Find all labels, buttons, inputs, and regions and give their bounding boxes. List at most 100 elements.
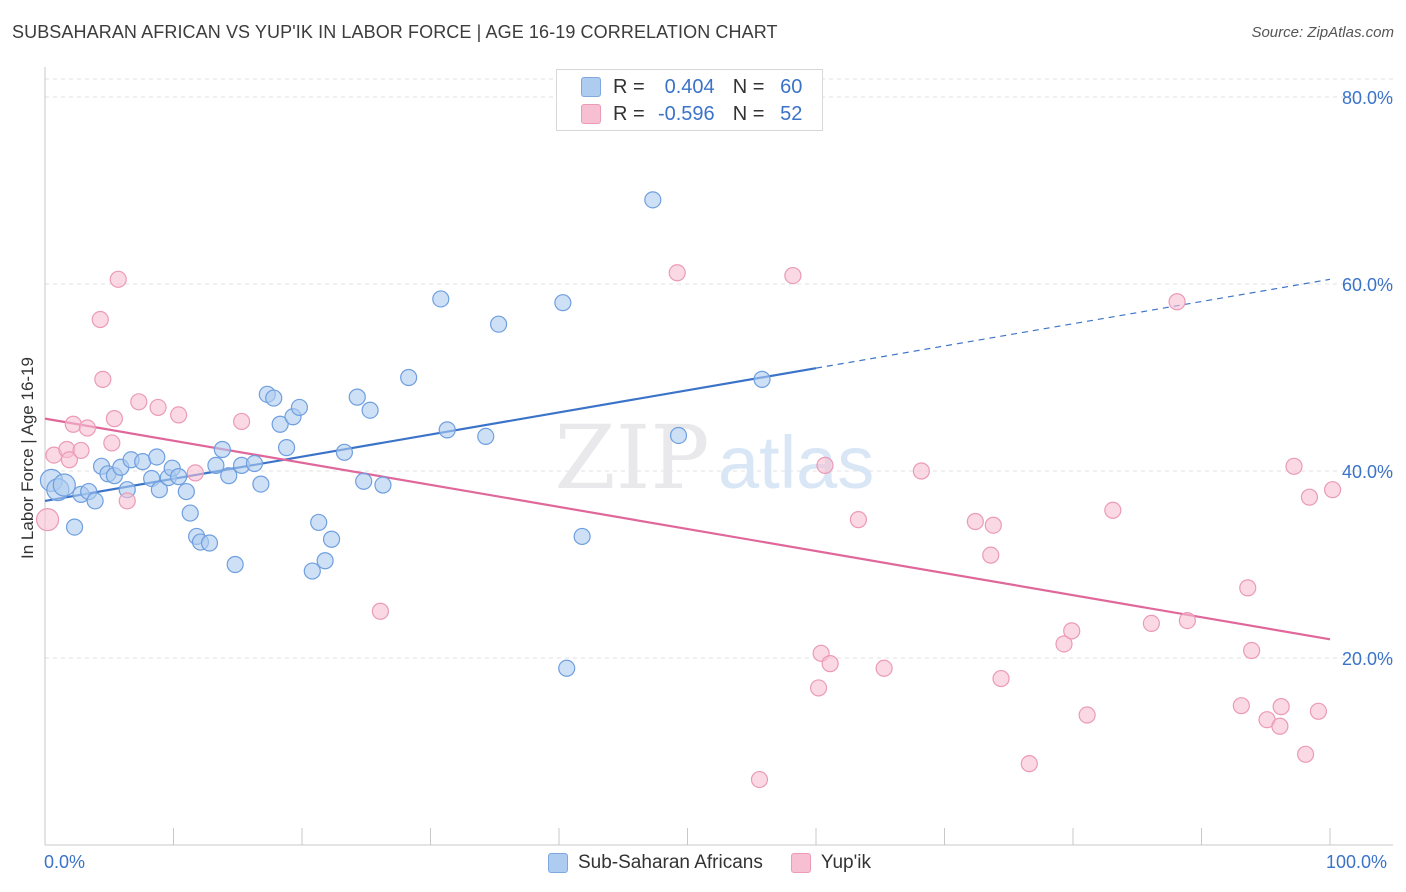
- point-blue: [200, 534, 219, 552]
- point-blue: [400, 368, 418, 387]
- point-blue: [150, 481, 168, 499]
- legend-r-label-pink: R =: [613, 102, 645, 125]
- point-pink: [186, 464, 204, 482]
- point-blue: [252, 475, 270, 493]
- correlation-legend: R = 0.404 N = 60 R = -0.596 N = 52: [556, 69, 823, 131]
- point-pink: [1300, 488, 1319, 506]
- series-legend-blue: Sub-Saharan Africans: [548, 852, 763, 874]
- y-tick-label-40: 40.0%: [1342, 462, 1393, 482]
- point-pink: [170, 406, 188, 424]
- point-blue: [348, 388, 366, 406]
- point-blue: [432, 290, 450, 308]
- point-pink: [130, 393, 148, 411]
- point-pink: [233, 412, 251, 431]
- series-label-blue: Sub-Saharan Africans: [578, 852, 763, 873]
- point-blue: [303, 562, 321, 580]
- point-blue: [322, 530, 341, 548]
- point-pink: [821, 655, 839, 673]
- point-pink: [984, 516, 1002, 534]
- point-blue: [558, 659, 576, 677]
- point-pink: [103, 434, 121, 452]
- x-tick-min: 0.0%: [44, 852, 86, 872]
- point-pink: [118, 492, 136, 510]
- point-blue: [207, 456, 225, 474]
- point-pink: [992, 669, 1010, 688]
- y-tick-label-80: 80.0%: [1342, 88, 1393, 108]
- point-blue: [170, 468, 188, 486]
- point-blue: [148, 448, 166, 466]
- point-pink: [912, 462, 930, 480]
- point-pink: [750, 770, 769, 789]
- grid-lines: [45, 78, 1393, 659]
- point-pink: [35, 508, 60, 532]
- x-tick-max: 100.0%: [1326, 852, 1388, 872]
- point-blue: [220, 467, 238, 485]
- point-blue: [52, 473, 76, 497]
- legend-row-pink: R = -0.596 N = 52: [581, 102, 802, 126]
- legend-swatch-pink: [581, 104, 601, 124]
- point-pink: [1272, 698, 1290, 716]
- legend-n-label-blue: N =: [732, 75, 765, 98]
- point-pink: [1243, 641, 1261, 660]
- point-blue: [277, 439, 296, 457]
- point-blue: [490, 315, 508, 333]
- point-blue: [265, 389, 283, 407]
- point-pink: [149, 398, 167, 417]
- point-pink: [1104, 501, 1122, 519]
- point-blue: [213, 440, 231, 459]
- point-blue: [177, 482, 195, 501]
- point-pink: [371, 602, 389, 620]
- point-pink: [982, 546, 1000, 564]
- point-pink: [94, 370, 112, 388]
- series-swatch-pink: [790, 853, 811, 873]
- point-pink: [1142, 614, 1160, 633]
- point-pink: [72, 441, 90, 460]
- point-pink: [91, 310, 109, 329]
- legend-r-label-blue: R =: [613, 75, 645, 98]
- legend-n-value-pink: 52: [780, 102, 803, 125]
- point-blue: [86, 492, 104, 510]
- chart-title: SUBSAHARAN AFRICAN VS YUP'IK IN LABOR FO…: [12, 22, 778, 42]
- point-blue: [669, 426, 688, 445]
- point-pink: [784, 266, 802, 285]
- point-pink: [966, 512, 984, 531]
- source-label: Source: ZipAtlas.com: [1251, 24, 1394, 41]
- point-blue: [753, 370, 771, 388]
- point-pink: [849, 511, 868, 529]
- point-pink: [1239, 579, 1257, 597]
- legend-swatch-blue: [581, 77, 601, 97]
- point-blue: [65, 518, 84, 536]
- point-pink: [1232, 697, 1250, 715]
- point-blue: [226, 555, 244, 574]
- point-pink: [1323, 481, 1342, 499]
- point-blue: [438, 421, 456, 439]
- point-blue: [316, 552, 334, 570]
- point-blue: [335, 443, 354, 461]
- point-pink: [1078, 706, 1096, 724]
- point-pink: [1055, 635, 1073, 653]
- series-legend: Sub-Saharan Africans Yup'ik: [548, 852, 899, 874]
- point-pink: [1168, 293, 1186, 311]
- watermark-atlas: atlas: [718, 421, 874, 504]
- point-blue: [361, 401, 379, 419]
- axes: [44, 67, 1393, 846]
- point-pink: [668, 264, 686, 282]
- point-blue: [310, 513, 328, 532]
- legend-r-value-blue: 0.404: [664, 75, 715, 98]
- legend-row-blue: R = 0.404 N = 60: [581, 75, 802, 99]
- point-pink: [78, 419, 97, 437]
- point-blue: [374, 476, 392, 494]
- watermark: ZIP atlas: [554, 406, 874, 509]
- point-blue: [573, 527, 591, 546]
- point-blue: [245, 454, 264, 473]
- point-blue: [290, 398, 309, 417]
- point-pink: [809, 679, 828, 697]
- series-legend-pink: Yup'ik: [790, 852, 871, 874]
- point-blue: [477, 427, 495, 446]
- point-pink: [105, 410, 123, 428]
- point-pink: [1271, 717, 1289, 735]
- point-pink: [60, 451, 79, 469]
- point-pink: [875, 659, 893, 677]
- trend-extension-blue: [815, 278, 1331, 369]
